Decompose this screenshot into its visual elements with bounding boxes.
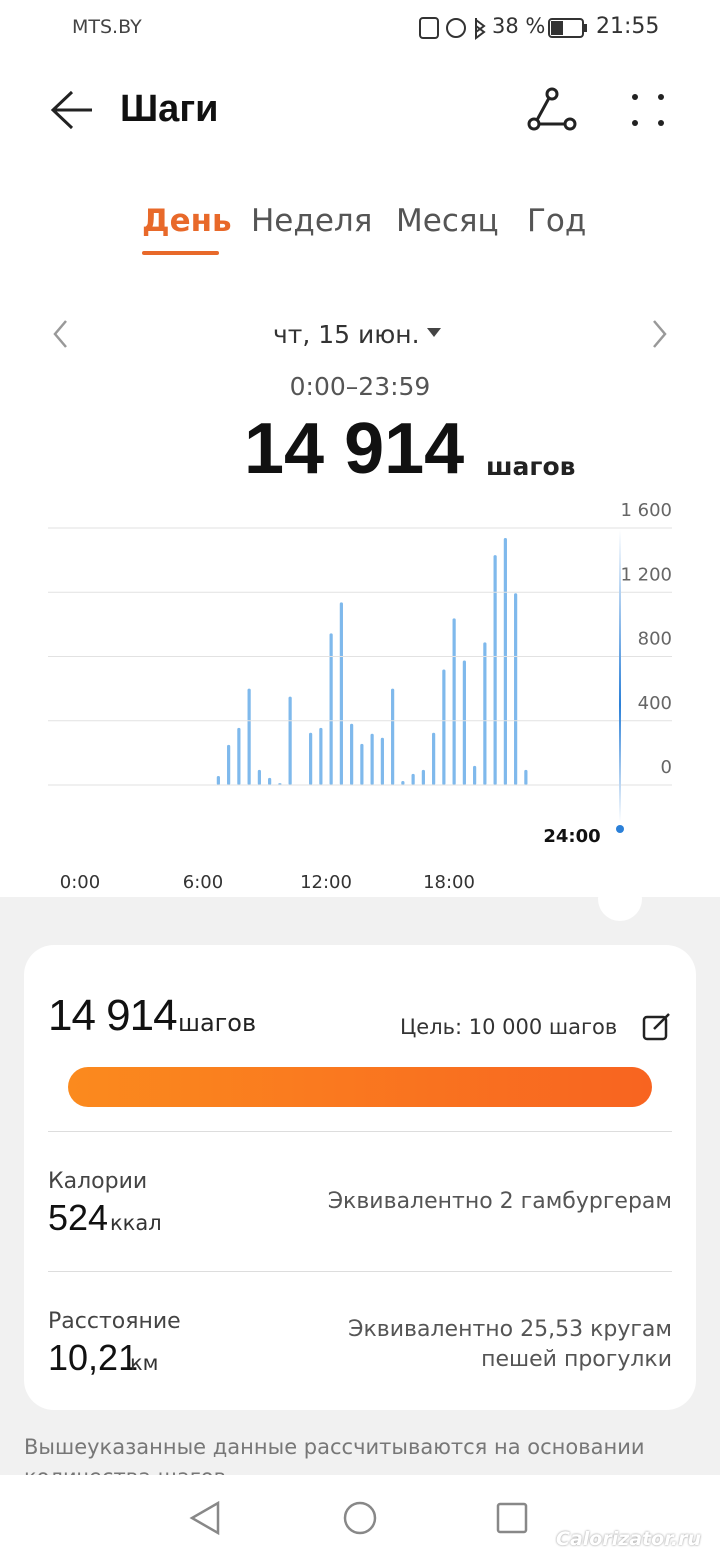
edit-goal[interactable] xyxy=(642,1011,672,1041)
route-button[interactable] xyxy=(526,86,580,134)
goal: Цель: 10 000 шагов xyxy=(400,1015,618,1039)
bar xyxy=(421,769,425,785)
bar xyxy=(380,737,384,785)
distance-unit: км xyxy=(130,1351,159,1375)
x-tick-label: 6:00 xyxy=(183,872,223,893)
bar xyxy=(257,769,261,785)
more-button[interactable] xyxy=(628,92,668,128)
y-tick-label: 0 xyxy=(661,757,672,778)
card-steps: 14 914 xyxy=(48,991,178,1040)
calories-value: 524 xyxy=(48,1197,109,1238)
watermark: Calorizator.ru xyxy=(556,1528,702,1550)
nav-bar xyxy=(0,1475,720,1560)
bar xyxy=(216,776,220,785)
distance-note: Эквивалентно 25,53 кругам пешей прогулки xyxy=(348,1317,672,1372)
bar xyxy=(309,732,313,785)
distance-label: Расстояние xyxy=(48,1309,181,1334)
bar xyxy=(401,780,405,785)
bar xyxy=(452,618,456,785)
tab[interactable]: День xyxy=(142,203,232,239)
calories-label: Калории xyxy=(48,1169,148,1194)
bar xyxy=(524,769,528,785)
time-range: 0:00–23:59 xyxy=(289,372,431,401)
bar xyxy=(268,777,272,785)
bar xyxy=(483,642,487,785)
battery-icon xyxy=(548,18,587,38)
separator xyxy=(48,1131,672,1132)
x-tick-label: 18:00 xyxy=(423,872,475,893)
calories-unit: ккал xyxy=(110,1211,162,1235)
nav-back[interactable] xyxy=(189,1500,220,1536)
bar xyxy=(329,633,333,785)
clock: 21:55 xyxy=(596,14,660,39)
bar xyxy=(288,696,292,785)
y-tick-label: 400 xyxy=(638,693,672,714)
back-button[interactable] xyxy=(48,88,96,132)
next-day[interactable] xyxy=(650,318,670,350)
bar xyxy=(493,555,497,785)
bar xyxy=(391,688,395,785)
stats-card: 14 914 шагов Цель: 10 000 шагов Калории … xyxy=(24,945,696,1410)
bar xyxy=(503,537,507,785)
y-tick-label: 1 600 xyxy=(620,500,672,521)
steps-unit: шагов xyxy=(486,452,576,481)
scrubber-bump xyxy=(540,860,720,921)
status-icons xyxy=(419,17,486,40)
nav-buttons xyxy=(189,1500,528,1536)
total-steps: 14 914 xyxy=(244,409,465,489)
tab[interactable]: Неделя xyxy=(251,203,373,239)
bar xyxy=(360,743,364,785)
cursor-line[interactable] xyxy=(619,530,621,822)
carrier: MTS.BY xyxy=(72,16,142,38)
y-tick-label: 800 xyxy=(638,629,672,650)
x-tick-label: 12:00 xyxy=(300,872,352,893)
prev-day[interactable] xyxy=(50,318,70,350)
bar xyxy=(473,765,477,785)
bar xyxy=(514,593,518,785)
bar xyxy=(370,733,374,785)
bar xyxy=(339,602,343,785)
tab-indicator xyxy=(142,251,219,255)
distance-value: 10,21 xyxy=(48,1337,139,1378)
calories-note: Эквивалентно 2 гамбургерам xyxy=(327,1189,672,1214)
bar xyxy=(247,688,251,785)
nav-home[interactable] xyxy=(343,1501,377,1535)
bar xyxy=(432,732,436,785)
card-steps-unit: шагов xyxy=(178,1009,257,1037)
bar xyxy=(227,744,231,785)
bar xyxy=(411,773,415,785)
bar xyxy=(462,660,466,785)
y-tick-label: 1 200 xyxy=(620,564,672,585)
top-panel xyxy=(0,0,720,897)
bar xyxy=(442,669,446,785)
separator xyxy=(48,1271,672,1272)
nav-recent[interactable] xyxy=(496,1502,528,1534)
page-title: Шаги xyxy=(120,88,219,130)
cursor-dot[interactable] xyxy=(616,825,624,833)
x-tick-label: 0:00 xyxy=(60,872,100,893)
tab[interactable]: Месяц xyxy=(396,203,499,239)
progress-bar xyxy=(68,1067,652,1107)
chart: 24:00 18:00 12:00 6:00 0:00 1 600 1 200 800 400 0 xyxy=(48,500,672,893)
bar xyxy=(237,727,241,785)
dropdown-arrow xyxy=(427,328,441,337)
tab[interactable]: Год xyxy=(527,203,587,239)
battery: 38 % xyxy=(492,14,546,38)
x-tick-label: 24:00 xyxy=(543,826,600,847)
bar xyxy=(319,727,323,785)
date-picker[interactable]: чт, 15 июн. xyxy=(273,320,420,349)
bar xyxy=(350,723,354,785)
